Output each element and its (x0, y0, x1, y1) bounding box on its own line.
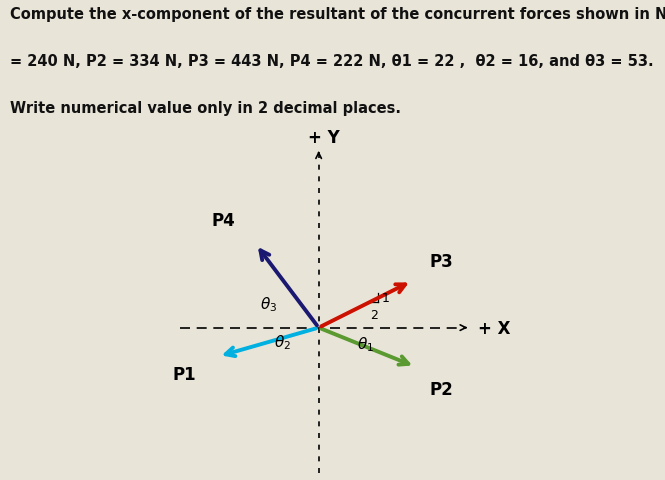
Text: $\theta_2$: $\theta_2$ (274, 333, 291, 352)
Text: 1: 1 (381, 292, 389, 305)
Text: P4: P4 (211, 211, 235, 229)
Text: = 240 N, P2 = 334 N, P3 = 443 N, P4 = 222 N, θ1 = 22 ,  θ2 = 16, and θ3 = 53.: = 240 N, P2 = 334 N, P3 = 443 N, P4 = 22… (10, 54, 654, 69)
Text: P2: P2 (430, 380, 454, 398)
Text: Compute the x-component of the resultant of the concurrent forces shown in N. P1: Compute the x-component of the resultant… (10, 7, 665, 22)
Text: P3: P3 (430, 252, 453, 271)
Text: P1: P1 (173, 365, 196, 383)
Text: $\theta_3$: $\theta_3$ (260, 295, 277, 313)
Text: + X: + X (478, 319, 511, 337)
Text: $\theta_1$: $\theta_1$ (356, 335, 374, 353)
Text: + Y: + Y (308, 129, 340, 146)
Text: Write numerical value only in 2 decimal places.: Write numerical value only in 2 decimal … (10, 101, 401, 116)
Text: 2: 2 (370, 309, 378, 322)
